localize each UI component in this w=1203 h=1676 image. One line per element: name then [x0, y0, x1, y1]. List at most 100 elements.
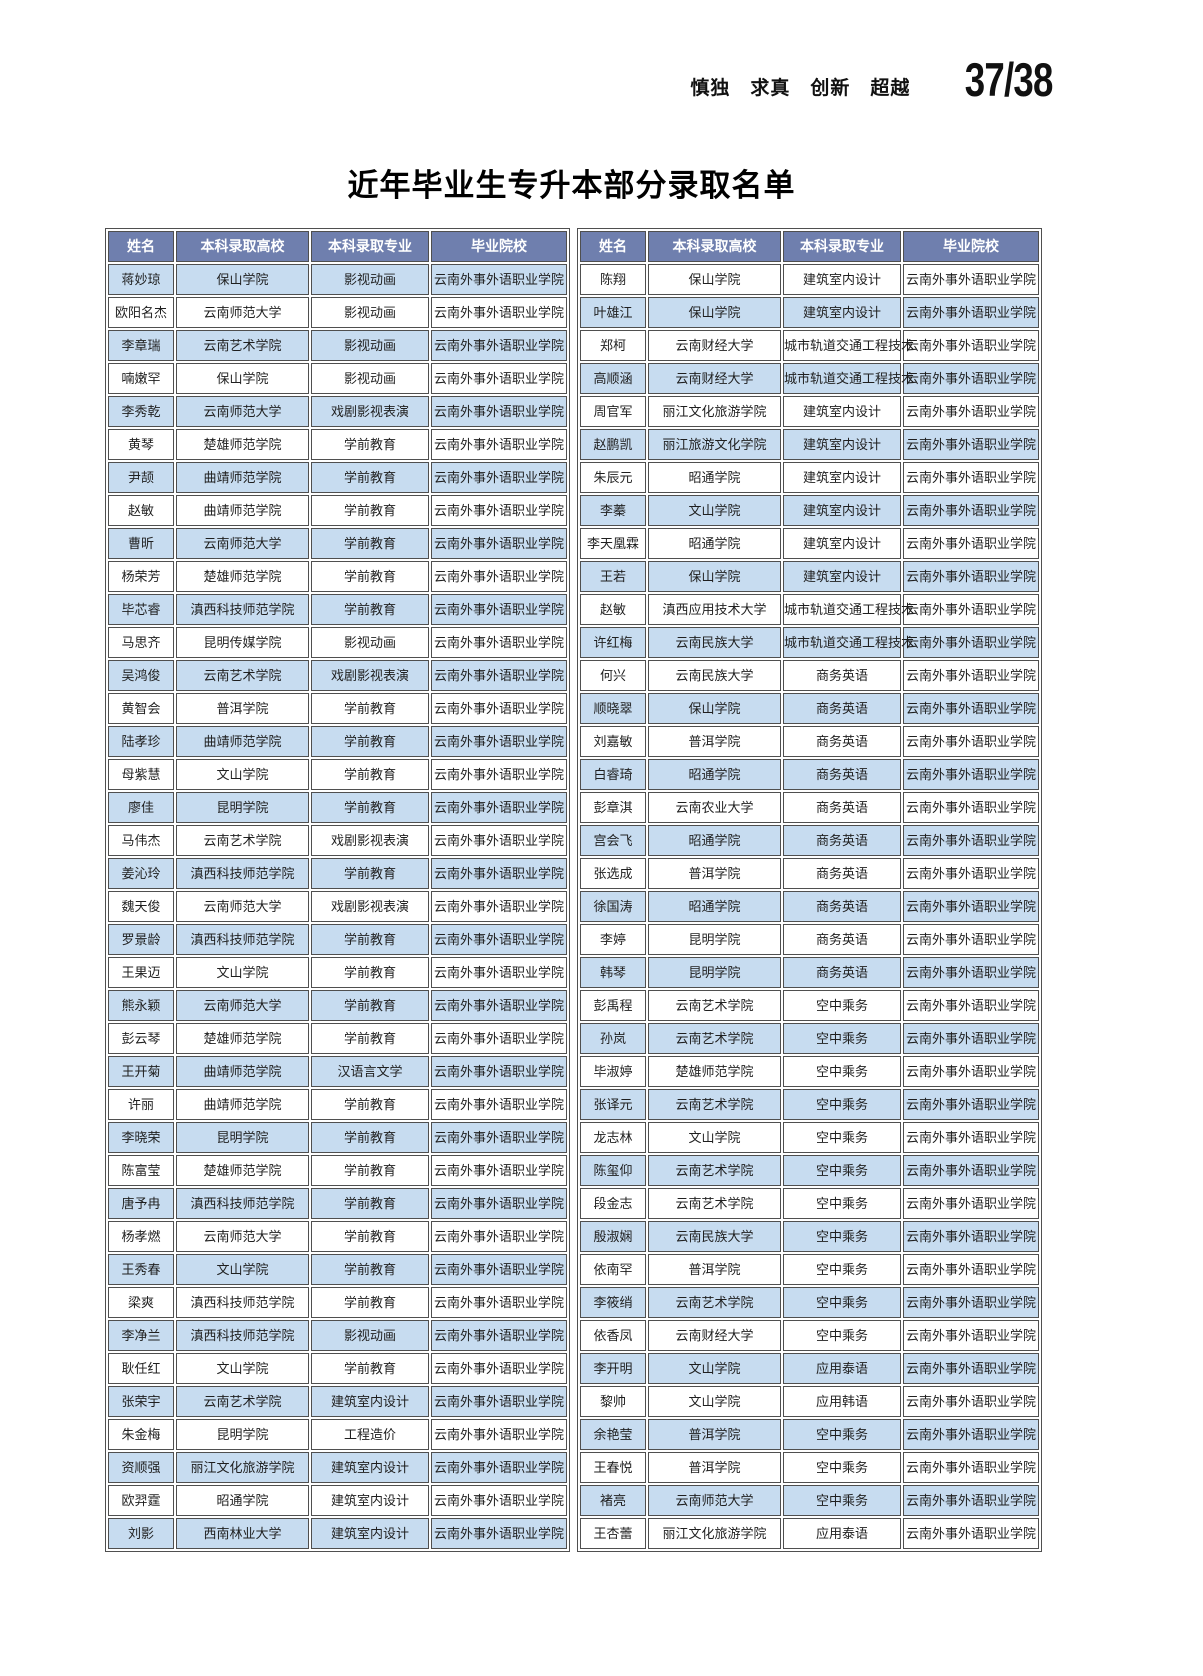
table-row: 周官军 丽江文化旅游学院 建筑室内设计 云南外事外语职业学院 [580, 396, 1039, 427]
table-cell: 余艳莹 [580, 1419, 646, 1450]
table-cell: 空中乘务 [783, 1155, 901, 1186]
table-cell: 徐国涛 [580, 891, 646, 922]
table-cell: 云南艺术学院 [648, 1089, 781, 1120]
table-header-row: 姓名 本科录取高校 本科录取专业 毕业院校 [580, 231, 1039, 262]
admission-table-left: 姓名 本科录取高校 本科录取专业 毕业院校 蒋妙琼 保山学院 影视动画 云南外事外语职… [105, 228, 570, 1552]
column-header-name: 姓名 [580, 231, 646, 262]
table-cell: 文山学院 [176, 1353, 309, 1384]
table-cell: 李净兰 [108, 1320, 174, 1351]
table-row: 李晓荣 昆明学院 学前教育 云南外事外语职业学院 [108, 1122, 567, 1153]
table-cell: 空中乘务 [783, 1287, 901, 1318]
table-cell: 王杏蕾 [580, 1518, 646, 1549]
table-cell: 云南财经大学 [648, 363, 781, 394]
table-cell: 云南外事外语职业学院 [431, 264, 567, 295]
table-cell: 彭云琴 [108, 1023, 174, 1054]
table-cell: 学前教育 [311, 858, 429, 889]
table-cell: 云南外事外语职业学院 [903, 1089, 1039, 1120]
table-row: 唐予冉 滇西科技师范学院 学前教育 云南外事外语职业学院 [108, 1188, 567, 1219]
table-cell: 空中乘务 [783, 1122, 901, 1153]
table-cell: 李天凰霖 [580, 528, 646, 559]
table-row: 白睿琦 昭通学院 商务英语 云南外事外语职业学院 [580, 759, 1039, 790]
table-cell: 云南外事外语职业学院 [431, 1188, 567, 1219]
table-cell: 丽江文化旅游学院 [648, 396, 781, 427]
table-cell: 云南外事外语职业学院 [903, 1386, 1039, 1417]
table-cell: 李开明 [580, 1353, 646, 1384]
table-row: 朱辰元 昭通学院 建筑室内设计 云南外事外语职业学院 [580, 462, 1039, 493]
admission-tables: 姓名 本科录取高校 本科录取专业 毕业院校 蒋妙琼 保山学院 影视动画 云南外事外语职… [105, 228, 1042, 1552]
table-cell: 云南外事外语职业学院 [903, 1353, 1039, 1384]
table-cell: 顺晓翠 [580, 693, 646, 724]
table-cell: 云南外事外语职业学院 [903, 825, 1039, 856]
table-cell: 商务英语 [783, 693, 901, 724]
table-cell: 杨孝燃 [108, 1221, 174, 1252]
table-cell: 周官军 [580, 396, 646, 427]
table-row: 高顺涵 云南财经大学 城市轨道交通工程技术 云南外事外语职业学院 [580, 363, 1039, 394]
table-cell: 空中乘务 [783, 1188, 901, 1219]
table-cell: 黄智会 [108, 693, 174, 724]
table-row: 依香凤 云南财经大学 空中乘务 云南外事外语职业学院 [580, 1320, 1039, 1351]
table-cell: 云南外事外语职业学院 [431, 792, 567, 823]
school-motto: 慎独 求真 创新 超越 [690, 78, 911, 99]
table-cell: 文山学院 [648, 495, 781, 526]
table-cell: 白睿琦 [580, 759, 646, 790]
table-cell: 云南外事外语职业学院 [903, 495, 1039, 526]
table-row: 王开菊 曲靖师范学院 汉语言文学 云南外事外语职业学院 [108, 1056, 567, 1087]
table-cell: 滇西科技师范学院 [176, 594, 309, 625]
table-row: 资顺强 丽江文化旅游学院 建筑室内设计 云南外事外语职业学院 [108, 1452, 567, 1483]
table-row: 余艳莹 普洱学院 空中乘务 云南外事外语职业学院 [580, 1419, 1039, 1450]
table-cell: 廖佳 [108, 792, 174, 823]
table-cell: 学前教育 [311, 990, 429, 1021]
table-cell: 朱金梅 [108, 1419, 174, 1450]
table-cell: 普洱学院 [648, 858, 781, 889]
table-cell: 云南外事外语职业学院 [903, 660, 1039, 691]
table-row: 顺晓翠 保山学院 商务英语 云南外事外语职业学院 [580, 693, 1039, 724]
table-cell: 影视动画 [311, 1320, 429, 1351]
table-cell: 普洱学院 [648, 1452, 781, 1483]
table-cell: 依香凤 [580, 1320, 646, 1351]
table-cell: 学前教育 [311, 726, 429, 757]
table-cell: 云南外事外语职业学院 [903, 1287, 1039, 1318]
table-row: 姜沁玲 滇西科技师范学院 学前教育 云南外事外语职业学院 [108, 858, 567, 889]
table-cell: 云南外事外语职业学院 [431, 1089, 567, 1120]
table-cell: 云南师范大学 [648, 1485, 781, 1516]
table-cell: 学前教育 [311, 1221, 429, 1252]
table-cell: 滇西应用技术大学 [648, 594, 781, 625]
table-cell: 云南外事外语职业学院 [903, 561, 1039, 592]
table-cell: 唐予冉 [108, 1188, 174, 1219]
table-cell: 商务英语 [783, 957, 901, 988]
table-cell: 戏剧影视表演 [311, 891, 429, 922]
table-row: 王春悦 普洱学院 空中乘务 云南外事外语职业学院 [580, 1452, 1039, 1483]
table-cell: 云南艺术学院 [648, 1023, 781, 1054]
table-cell: 建筑室内设计 [783, 297, 901, 328]
table-row: 许丽 曲靖师范学院 学前教育 云南外事外语职业学院 [108, 1089, 567, 1120]
table-cell: 云南外事外语职业学院 [431, 924, 567, 955]
table-cell: 赵敏 [108, 495, 174, 526]
page-header: 慎独 求真 创新 超越 37/38 [690, 52, 1053, 107]
table-cell: 云南外事外语职业学院 [903, 759, 1039, 790]
table-cell: 保山学院 [648, 297, 781, 328]
table-cell: 云南师范大学 [176, 396, 309, 427]
table-cell: 学前教育 [311, 1023, 429, 1054]
table-cell: 空中乘务 [783, 1419, 901, 1450]
table-cell: 云南外事外语职业学院 [431, 297, 567, 328]
table-cell: 工程造价 [311, 1419, 429, 1450]
table-cell: 丽江旅游文化学院 [648, 429, 781, 460]
table-cell: 城市轨道交通工程技术 [783, 594, 914, 625]
table-row: 陈玺仰 云南艺术学院 空中乘务 云南外事外语职业学院 [580, 1155, 1039, 1186]
table-cell: 云南民族大学 [648, 1221, 781, 1252]
table-cell: 叶雄江 [580, 297, 646, 328]
table-cell: 云南财经大学 [648, 330, 781, 361]
table-row: 殷淑娴 云南民族大学 空中乘务 云南外事外语职业学院 [580, 1221, 1039, 1252]
table-cell: 曲靖师范学院 [176, 495, 309, 526]
table-cell: 保山学院 [176, 264, 309, 295]
table-cell: 曲靖师范学院 [176, 726, 309, 757]
table-cell: 云南外事外语职业学院 [431, 1518, 567, 1549]
table-row: 孙岚 云南艺术学院 空中乘务 云南外事外语职业学院 [580, 1023, 1039, 1054]
table-cell: 云南外事外语职业学院 [903, 1254, 1039, 1285]
table-row: 陈翔 保山学院 建筑室内设计 云南外事外语职业学院 [580, 264, 1039, 295]
table-cell: 云南艺术学院 [648, 1287, 781, 1318]
table-cell: 许红梅 [580, 627, 646, 658]
table-cell: 西南林业大学 [176, 1518, 309, 1549]
table-row: 曹昕 云南师范大学 学前教育 云南外事外语职业学院 [108, 528, 567, 559]
